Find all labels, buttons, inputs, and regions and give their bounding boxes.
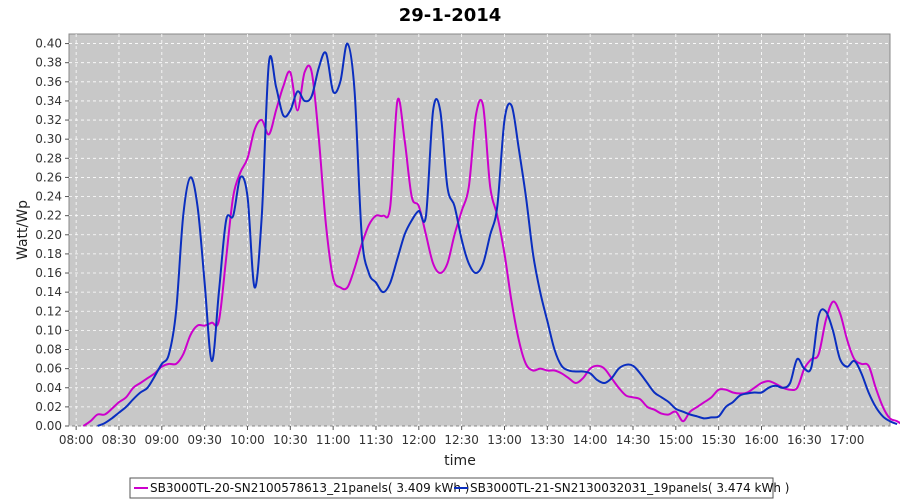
chart-title: 29-1-2014	[399, 5, 502, 26]
legend-label-2: SB3000TL-21-SN2130032031_19panels( 3.474…	[470, 481, 789, 495]
x-tick-label: 16:00	[744, 433, 779, 447]
y-tick-label: 0.28	[35, 151, 62, 165]
plot-area	[68, 33, 891, 427]
y-tick-label: 0.14	[35, 285, 62, 299]
y-tick-label: 0.40	[35, 37, 62, 51]
x-tick-label: 12:00	[402, 433, 437, 447]
x-tick-label: 08:30	[102, 433, 137, 447]
y-tick-label: 0.16	[35, 266, 62, 280]
y-axis-ticks: 0.00 0.02 0.04 0.06 0.08 0.10 0.12 0.14 0.16 0.18…	[35, 37, 69, 433]
y-tick-label: 0.08	[35, 343, 62, 357]
y-axis-title: Watt/Wp	[15, 200, 31, 260]
x-tick-label: 15:30	[701, 433, 736, 447]
x-tick-label: 10:00	[230, 433, 265, 447]
x-axis-title: time	[444, 453, 476, 469]
y-tick-label: 0.20	[35, 228, 62, 242]
x-tick-label: 08:00	[59, 433, 94, 447]
x-tick-label: 11:00	[316, 433, 351, 447]
y-tick-label: 0.32	[35, 113, 62, 127]
x-tick-label: 09:00	[145, 433, 180, 447]
series-line-1	[82, 64, 900, 427]
y-tick-label: 0.38	[35, 56, 62, 70]
y-tick-label: 0.10	[35, 323, 62, 337]
y-tick-label: 0.18	[35, 247, 62, 261]
x-tick-label: 14:00	[573, 433, 608, 447]
x-tick-label: 17:00	[830, 433, 865, 447]
legend-label-1: SB3000TL-20-SN2100578613_21panels( 3.409…	[150, 481, 469, 495]
series-lines	[82, 42, 900, 427]
x-tick-label: 10:30	[273, 433, 308, 447]
y-tick-label: 0.36	[35, 75, 62, 89]
x-tick-label: 15:00	[659, 433, 694, 447]
x-tick-label: 09:30	[187, 433, 222, 447]
y-tick-label: 0.24	[35, 190, 62, 204]
y-tick-label: 0.30	[35, 132, 62, 146]
legend-box	[129, 477, 774, 499]
y-tick-label: 0.00	[35, 419, 62, 433]
x-tick-label: 13:00	[487, 433, 522, 447]
y-tick-label: 0.06	[35, 362, 62, 376]
y-tick-label: 0.22	[35, 209, 62, 223]
x-tick-label: 13:30	[530, 433, 565, 447]
grid-lines	[69, 34, 890, 427]
x-tick-label: 12:30	[444, 433, 479, 447]
y-tick-label: 0.02	[35, 400, 62, 414]
y-tick-label: 0.12	[35, 304, 62, 318]
series-line-2	[97, 42, 898, 427]
x-axis-ticks: 08:00 08:30 09:00 09:30 10:00 10:30 11:00 11:30…	[59, 426, 865, 447]
legend: SB3000TL-20-SN2100578613_21panels( 3.409…	[129, 477, 789, 499]
x-tick-label: 14:30	[616, 433, 651, 447]
y-tick-label: 0.34	[35, 94, 62, 108]
y-tick-label: 0.26	[35, 170, 62, 184]
legend-items: SB3000TL-20-SN2100578613_21panels( 3.409…	[134, 481, 789, 495]
x-tick-label: 16:30	[787, 433, 822, 447]
y-tick-label: 0.04	[35, 381, 62, 395]
x-tick-label: 11:30	[359, 433, 394, 447]
